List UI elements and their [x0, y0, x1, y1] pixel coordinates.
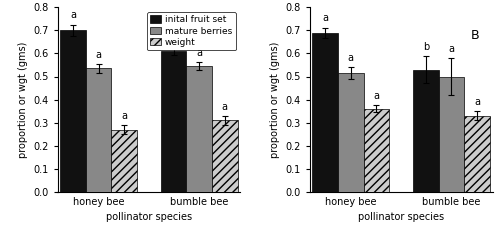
- Text: B: B: [470, 29, 479, 42]
- Bar: [464, 116, 490, 192]
- Bar: [338, 73, 363, 192]
- Text: b: b: [170, 33, 176, 43]
- X-axis label: pollinator species: pollinator species: [358, 212, 444, 222]
- Text: a: a: [348, 53, 354, 63]
- Bar: [86, 68, 112, 192]
- Text: a: a: [374, 91, 380, 101]
- Text: a: a: [196, 48, 202, 58]
- Bar: [364, 109, 389, 192]
- Bar: [161, 51, 186, 192]
- Legend: inital fruit set, mature berries, weight: inital fruit set, mature berries, weight: [147, 12, 236, 50]
- Text: a: a: [121, 111, 127, 121]
- Y-axis label: proportion or wgt (gms): proportion or wgt (gms): [18, 42, 28, 158]
- Bar: [112, 130, 137, 192]
- X-axis label: pollinator species: pollinator species: [106, 212, 192, 222]
- Text: a: a: [322, 13, 328, 23]
- Bar: [186, 66, 212, 192]
- Bar: [413, 70, 438, 192]
- Text: a: a: [474, 97, 480, 107]
- Y-axis label: proportion or wgt (gms): proportion or wgt (gms): [270, 42, 280, 158]
- Bar: [212, 120, 238, 192]
- Bar: [438, 77, 464, 192]
- Text: b: b: [422, 42, 429, 52]
- Text: A: A: [218, 29, 227, 42]
- Text: a: a: [222, 102, 228, 112]
- Bar: [312, 33, 338, 192]
- Bar: [60, 30, 86, 192]
- Text: a: a: [96, 50, 102, 60]
- Text: a: a: [448, 44, 454, 54]
- Text: a: a: [70, 10, 76, 20]
